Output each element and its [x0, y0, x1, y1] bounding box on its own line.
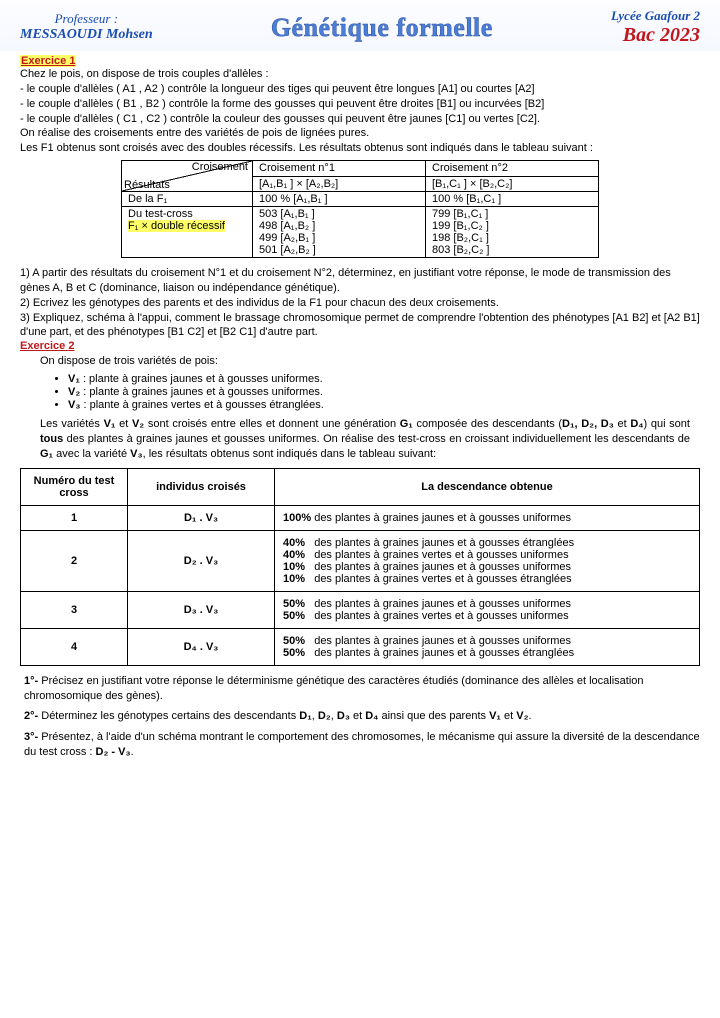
- ex1-line1: - le couple d'allèles ( A1 , A2 ) contrô…: [20, 82, 700, 97]
- row2-c2: 799 [B₁,C₁ ] 199 [B₁,C₂ ] 198 [B₂,C₁ ] 8…: [426, 207, 599, 258]
- ex1-intro: Chez le pois, on dispose de trois couple…: [20, 67, 700, 82]
- school-name: Lycée Gaafour 2: [611, 8, 700, 24]
- ex1-q3: 3) Expliquez, schéma à l'appui, comment …: [20, 311, 700, 341]
- ex2-body: On dispose de trois variétés de pois: V₁…: [20, 352, 700, 463]
- r2c2-3: 803 [B₂,C₂ ]: [432, 244, 592, 256]
- col1-head: Croisement n°1: [253, 161, 426, 177]
- t2-row-4: 4 D₄ . V₃ 50% des plantes à graines jaun…: [21, 628, 700, 665]
- col1-sub: [A₁,B₁ ] × [A₂,B₂]: [253, 176, 426, 192]
- professor-block: Professeur : MESSAOUDI Mohsen: [20, 11, 153, 43]
- row2-lab2: F₁ × double récessif: [128, 220, 225, 232]
- t2r4-desc: 50% des plantes à graines jaunes et à go…: [275, 628, 700, 665]
- t2-row-3: 3 D₃ . V₃ 50% des plantes à graines jaun…: [21, 591, 700, 628]
- col2-sub: [B₁,C₁ ] × [B₂,C₂]: [426, 176, 599, 192]
- ex1-line3: - le couple d'allèles ( C1 , C2 ) contrô…: [20, 112, 700, 127]
- r2c1-0: 503 [A₁,B₁ ]: [259, 208, 419, 220]
- t2r1-desc: 100% des plantes à graines jaunes et à g…: [275, 505, 700, 530]
- r2c2-2: 198 [B₂,C₁ ]: [432, 232, 592, 244]
- t2r4-n: 4: [71, 641, 77, 653]
- diag-top: Croisement: [192, 161, 248, 173]
- v1: V₁ : plante à graines jaunes et à gousse…: [68, 373, 690, 385]
- ex2-intro: On dispose de trois variétés de pois:: [40, 354, 690, 369]
- professor-name: MESSAOUDI Mohsen: [20, 27, 153, 44]
- v3: V₃ : plante à graines vertes et à gousse…: [68, 399, 690, 411]
- ex1-q1: 1) A partir des résultats du croisement …: [20, 266, 700, 296]
- t2-h3: La descendance obtenue: [275, 468, 700, 505]
- row1-c2: 100 % [B₁,C₁ ]: [426, 192, 599, 207]
- document-title: Génétique formelle: [271, 13, 493, 43]
- t2-h2: individus croisés: [128, 468, 275, 505]
- ex2-q1: 1°- Précisez en justifiant votre réponse…: [24, 674, 700, 704]
- professor-label: Professeur :: [20, 11, 153, 27]
- t2r2-n: 2: [71, 555, 77, 567]
- t2r3-n: 3: [71, 604, 77, 616]
- r2c2-0: 799 [B₁,C₁ ]: [432, 208, 592, 220]
- bac-year: Bac 2023: [611, 24, 700, 47]
- t2r2-ind: D₂ . V₃: [184, 555, 218, 567]
- r2c1-3: 501 [A₂,B₂ ]: [259, 244, 419, 256]
- ex2-para: Les variétés V₁ et V₂ sont croisés entre…: [40, 417, 690, 462]
- r2c1-2: 499 [A₂,B₁ ]: [259, 232, 419, 244]
- row1-label: De la F₁: [122, 192, 253, 207]
- school-block: Lycée Gaafour 2 Bac 2023: [611, 8, 700, 47]
- ex1-q2: 2) Ecrivez les génotypes des parents et …: [20, 296, 700, 311]
- ex1-table: Croisement Résultats Croisement n°1 Croi…: [121, 160, 599, 258]
- row2-label: Du test-cross F₁ × double récessif: [122, 207, 253, 258]
- row2-c1: 503 [A₁,B₁ ] 498 [A₁,B₂ ] 499 [A₂,B₁ ] 5…: [253, 207, 426, 258]
- t2r2-desc: 40% des plantes à graines jaunes et à go…: [275, 530, 700, 591]
- t2r1-ind: D₁ . V₃: [184, 512, 218, 524]
- document-body: Exercice 1 Chez le pois, on dispose de t…: [0, 51, 720, 774]
- exercise-2-label: Exercice 2: [20, 340, 74, 352]
- ex2-table: Numéro du test cross individus croisés L…: [20, 468, 700, 666]
- ex2-q2: 2°- Déterminez les génotypes certains de…: [24, 709, 700, 724]
- page-header: Professeur : MESSAOUDI Mohsen Génétique …: [0, 0, 720, 51]
- r2c2-1: 199 [B₁,C₂ ]: [432, 220, 592, 232]
- t2-h1: Numéro du test cross: [21, 468, 128, 505]
- t2r1-n: 1: [71, 512, 77, 524]
- t2r4-ind: D₄ . V₃: [184, 641, 219, 653]
- diagonal-header: Croisement Résultats: [122, 161, 252, 191]
- row1-c1: 100 % [A₁,B₁ ]: [253, 192, 426, 207]
- r2c1-1: 498 [A₁,B₂ ]: [259, 220, 419, 232]
- v2: V₂ : plante à graines jaunes et à gousse…: [68, 386, 690, 398]
- variety-list: V₁ : plante à graines jaunes et à gousse…: [68, 373, 690, 411]
- t2r3-ind: D₃ . V₃: [184, 604, 219, 616]
- t2-row-1: 1 D₁ . V₃ 100% des plantes à graines jau…: [21, 505, 700, 530]
- ex1-line5: Les F1 obtenus sont croisés avec des dou…: [20, 141, 700, 156]
- t2r3-desc: 50% des plantes à graines jaunes et à go…: [275, 591, 700, 628]
- ex1-line4: On réalise des croisements entre des var…: [20, 126, 700, 141]
- t2-row-2: 2 D₂ . V₃ 40% des plantes à graines jaun…: [21, 530, 700, 591]
- ex2-q3: 3°- Présentez, à l'aide d'un schéma mont…: [24, 730, 700, 760]
- col2-head: Croisement n°2: [426, 161, 599, 177]
- diag-bottom: Résultats: [124, 179, 170, 191]
- row2-lab1: Du test-cross: [128, 208, 193, 220]
- ex1-line2: - le couple d'allèles ( B1 , B2 ) contrô…: [20, 97, 700, 112]
- exercise-1-label: Exercice 1: [20, 55, 76, 67]
